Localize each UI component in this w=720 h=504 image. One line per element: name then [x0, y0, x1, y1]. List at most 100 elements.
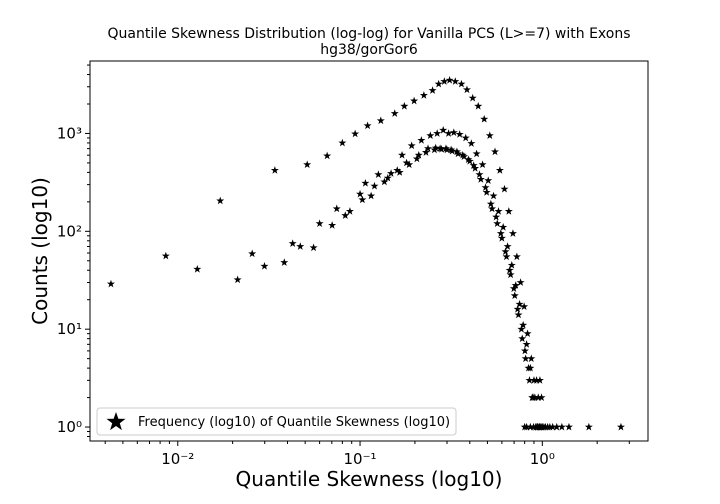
data-point [309, 243, 318, 252]
data-point [465, 157, 474, 165]
data-point [492, 212, 501, 221]
data-point [507, 261, 516, 269]
data-point [448, 146, 457, 155]
data-point [516, 278, 525, 286]
data-point [532, 376, 541, 384]
data-point [288, 239, 297, 247]
data-point [444, 129, 453, 137]
data-point [454, 149, 463, 158]
data-point [417, 136, 426, 144]
data-point [464, 155, 473, 164]
data-point [488, 204, 497, 213]
y-axis-ticks: 10⁰ 10¹ 10² 10³ [57, 64, 90, 438]
data-point [502, 252, 511, 261]
data-point [424, 144, 433, 153]
data-point [468, 93, 477, 102]
data-point [530, 393, 539, 401]
data-point [564, 422, 573, 431]
data-point [457, 79, 466, 88]
data-point [106, 279, 115, 288]
data-point [522, 422, 531, 431]
data-point [504, 207, 513, 215]
data-point [520, 302, 529, 311]
data-point [506, 270, 515, 279]
data-point [552, 422, 561, 431]
data-point [537, 422, 546, 431]
data-point [495, 166, 504, 174]
data-point [521, 354, 530, 363]
data-point [496, 229, 505, 237]
data-point [280, 258, 289, 266]
data-point [534, 393, 543, 401]
data-points [106, 76, 625, 431]
data-point [328, 221, 337, 229]
data-point [481, 183, 490, 191]
data-point [452, 147, 461, 156]
data-point [523, 329, 532, 338]
data-point [332, 204, 341, 213]
data-point [447, 145, 456, 154]
data-point [501, 247, 510, 256]
y-tick-label: 10³ [57, 124, 82, 142]
chart-subtitle: hg38/gorGor6 [320, 42, 418, 58]
data-point [455, 130, 464, 138]
data-point [216, 196, 225, 205]
data-point [248, 249, 257, 258]
data-point [515, 300, 524, 308]
x-tick-label: 10⁻¹ [344, 450, 377, 468]
x-tick-label: 10⁰ [530, 450, 555, 468]
data-point [537, 393, 546, 401]
data-point [489, 191, 498, 200]
data-point [462, 85, 471, 94]
data-point [476, 175, 485, 183]
legend-entry-label: Frequency (log10) of Quantile Skewness (… [138, 415, 450, 430]
data-point [518, 334, 527, 343]
data-point [485, 131, 494, 140]
data-point [519, 320, 528, 329]
data-point [419, 91, 428, 99]
data-point [315, 219, 324, 227]
data-point [367, 191, 376, 200]
data-point [486, 199, 495, 208]
y-tick-label: 10² [57, 222, 82, 240]
data-point [400, 101, 409, 110]
data-point [376, 116, 385, 125]
data-point [584, 422, 593, 431]
data-point [557, 422, 566, 431]
data-point [270, 166, 279, 174]
x-tick-label: 10⁻² [161, 450, 194, 468]
legend-box [96, 407, 457, 436]
data-point [472, 149, 481, 158]
data-point [363, 121, 372, 130]
data-point [514, 310, 523, 319]
x-axis-label: Quantile Skewness (log10) [236, 467, 503, 491]
data-point [387, 169, 396, 177]
data-point [499, 223, 508, 231]
data-point [428, 86, 437, 94]
data-point [458, 150, 467, 159]
data-point [517, 324, 526, 333]
data-point [469, 161, 478, 169]
data-point [510, 291, 519, 300]
data-point [443, 145, 451, 154]
data-point [484, 176, 493, 184]
data-point [433, 129, 442, 137]
data-point [161, 251, 170, 260]
data-point [511, 281, 520, 289]
data-point [345, 207, 354, 215]
data-point [341, 211, 350, 219]
data-point [260, 262, 269, 270]
data-point [474, 101, 483, 110]
data-point [398, 150, 407, 159]
data-point [461, 133, 470, 142]
data-point [526, 422, 535, 431]
data-point [356, 189, 365, 198]
data-point [441, 144, 450, 153]
data-point [535, 376, 544, 384]
data-point [380, 177, 389, 186]
data-point [445, 76, 454, 84]
legend: Frequency (log10) of Quantile Skewness (… [96, 407, 457, 436]
data-point [460, 152, 469, 160]
data-point [508, 229, 517, 237]
data-point [374, 170, 383, 178]
